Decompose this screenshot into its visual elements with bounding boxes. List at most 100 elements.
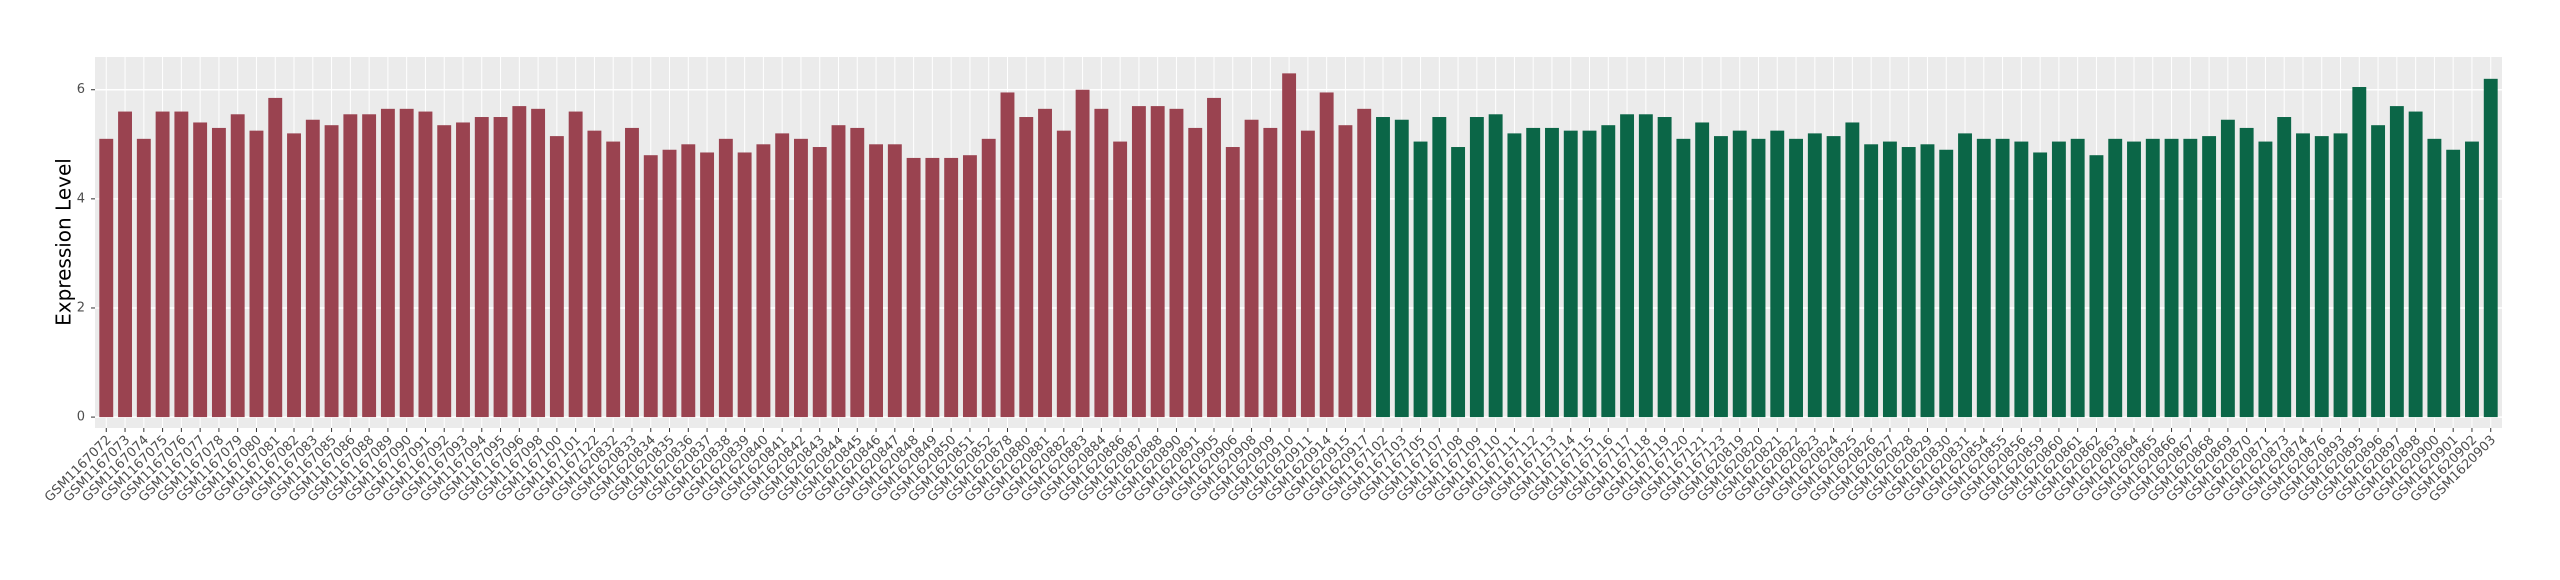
bar	[2258, 141, 2273, 418]
bar	[1939, 149, 1954, 418]
bar	[1901, 147, 1916, 418]
bar	[1000, 92, 1015, 418]
bar	[1150, 106, 1165, 418]
bar	[1038, 108, 1052, 418]
bar	[2427, 138, 2442, 418]
bar	[1601, 125, 1616, 418]
bar	[1620, 114, 1635, 418]
bar	[1169, 108, 1184, 418]
bar	[944, 157, 959, 418]
bar	[587, 130, 602, 418]
bar	[1638, 114, 1653, 418]
bar	[99, 138, 114, 418]
bar	[2164, 138, 2179, 418]
bar	[1094, 108, 1109, 418]
bar	[925, 157, 940, 418]
bar	[1732, 130, 1747, 418]
bar	[1394, 119, 1409, 418]
bar	[1207, 97, 1221, 418]
bar	[2145, 138, 2160, 418]
bar	[1676, 138, 1691, 418]
bar	[2371, 125, 2386, 418]
bar	[549, 136, 564, 418]
bar	[1770, 130, 1785, 418]
bar	[136, 138, 151, 418]
bar	[775, 133, 790, 418]
bar	[2089, 155, 2104, 418]
bar	[2183, 138, 2198, 418]
bar	[1789, 138, 1803, 418]
bar	[418, 111, 433, 418]
bar	[1413, 141, 1428, 418]
bar	[305, 119, 320, 418]
bar	[456, 122, 470, 418]
bar	[2483, 78, 2498, 418]
y-axis-label: Expression Level	[52, 158, 76, 326]
bar	[493, 117, 508, 418]
bar	[1338, 125, 1353, 418]
bar	[2239, 127, 2254, 418]
bar	[2202, 136, 2217, 418]
bar	[2465, 141, 2479, 418]
bar	[2033, 152, 2048, 418]
bar	[718, 138, 733, 418]
bar	[1131, 106, 1146, 418]
bar	[2070, 138, 2085, 418]
bar	[2108, 138, 2123, 418]
bar	[2220, 119, 2235, 418]
bar	[812, 147, 827, 418]
bar	[1075, 89, 1090, 418]
bar	[2051, 141, 2066, 418]
bar	[1657, 117, 1672, 418]
bar	[1563, 130, 1578, 418]
bar	[1976, 138, 1991, 418]
bar	[2352, 87, 2367, 418]
bar	[1920, 144, 1935, 418]
bar	[1451, 147, 1466, 418]
bar	[850, 127, 865, 418]
bar	[512, 106, 527, 418]
bar	[606, 141, 621, 418]
bar	[2127, 141, 2141, 418]
bar	[1300, 130, 1315, 418]
bar	[2277, 117, 2292, 418]
bar	[869, 144, 884, 418]
y-tick-label: 2	[77, 300, 85, 315]
bar	[681, 144, 696, 418]
bar	[118, 111, 132, 418]
bar	[174, 111, 189, 418]
bar	[1713, 136, 1728, 418]
y-tick-label: 6	[77, 82, 85, 97]
bar	[1225, 147, 1240, 418]
bar	[474, 117, 489, 418]
bar	[1263, 127, 1278, 418]
bar	[193, 122, 208, 418]
bar	[1882, 141, 1897, 418]
bar	[1695, 122, 1710, 418]
bar	[1244, 119, 1259, 418]
bar	[287, 133, 301, 418]
bar	[1807, 133, 1822, 418]
bar	[906, 157, 921, 418]
bar	[2296, 133, 2310, 418]
bar	[662, 149, 677, 418]
bar	[1958, 133, 1972, 418]
bar	[1582, 130, 1597, 418]
bar	[700, 152, 715, 418]
bar	[1751, 138, 1766, 418]
bar	[2314, 136, 2329, 418]
bar	[1376, 117, 1390, 418]
bar	[380, 108, 395, 418]
bar	[1113, 141, 1128, 418]
bar	[1826, 136, 1841, 418]
bar	[1488, 114, 1503, 418]
bar	[981, 138, 996, 418]
bar	[1432, 117, 1447, 418]
bar	[887, 144, 902, 418]
y-tick-label: 4	[77, 191, 85, 206]
bar	[1507, 133, 1522, 418]
bar	[343, 114, 358, 418]
bar	[362, 114, 377, 418]
bar	[249, 130, 264, 418]
